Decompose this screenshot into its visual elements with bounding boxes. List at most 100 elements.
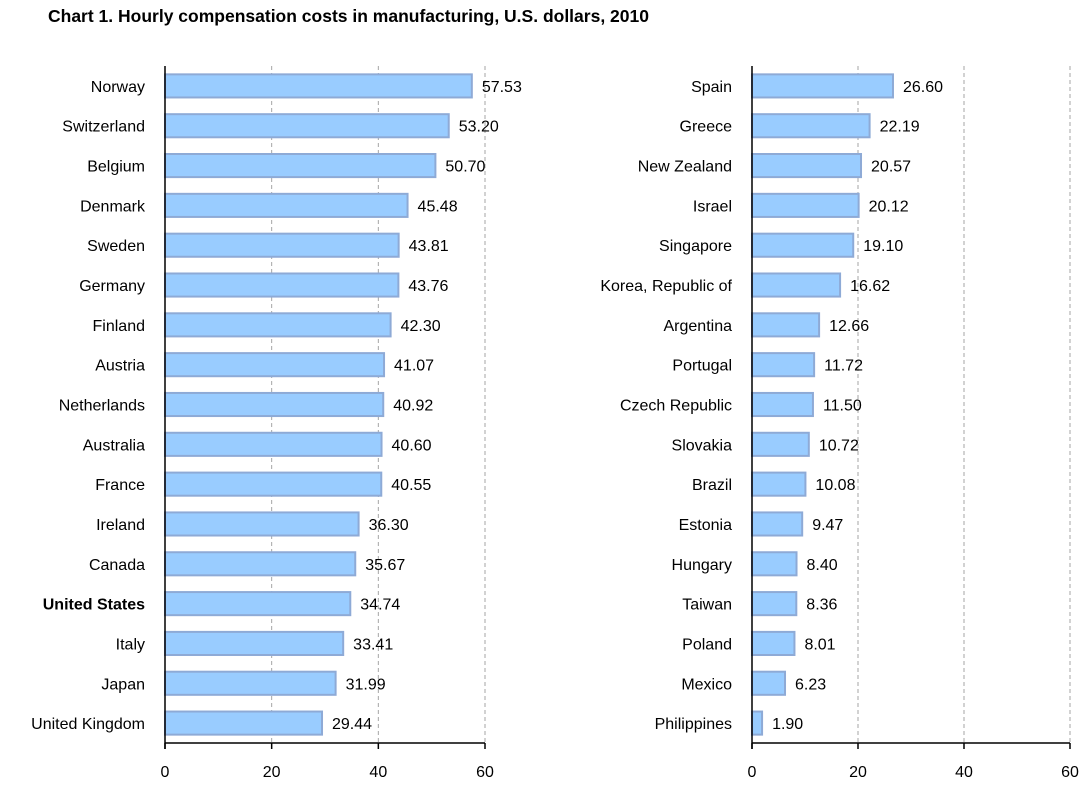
bar <box>751 471 807 497</box>
bar <box>751 312 821 338</box>
bar <box>164 192 409 218</box>
category-label: Hungary <box>672 557 732 574</box>
bar <box>751 113 871 139</box>
data-label: 20.57 <box>871 159 911 176</box>
chart-panel-left: 0 20 40 60 Norway 57.53 Switzerland 53.20 Belgiu… <box>31 66 522 781</box>
data-label: 40.60 <box>392 437 432 454</box>
bar <box>164 670 337 696</box>
chart-panel-right: 0 20 40 60 Spain 26.60 Greece 22.19 New Zealand 2… <box>600 66 1079 781</box>
bar <box>751 511 804 537</box>
x-tick-label: 0 <box>161 764 170 781</box>
category-label: United Kingdom <box>31 716 145 733</box>
category-label: Sweden <box>87 238 145 255</box>
bar <box>164 232 400 258</box>
category-label: Belgium <box>87 159 145 176</box>
bar <box>751 670 787 696</box>
data-label: 43.76 <box>408 278 448 295</box>
x-tick-label: 60 <box>1061 764 1079 781</box>
data-label: 16.62 <box>850 278 890 295</box>
x-tick-label: 20 <box>263 764 281 781</box>
category-label: Italy <box>116 636 145 653</box>
data-label: 11.50 <box>823 398 862 415</box>
bar <box>164 471 383 497</box>
category-label: Slovakia <box>672 437 733 454</box>
category-label: United States <box>43 597 145 614</box>
x-tick-label: 40 <box>369 764 387 781</box>
bar <box>751 551 798 577</box>
data-label: 45.48 <box>418 198 458 215</box>
data-label: 36.30 <box>369 517 409 534</box>
category-label: Japan <box>101 676 145 693</box>
bar <box>751 391 814 418</box>
category-label: Israel <box>693 198 732 215</box>
data-label: 31.99 <box>346 676 386 693</box>
data-label: 57.53 <box>482 79 522 96</box>
category-label: France <box>95 477 145 494</box>
bar <box>164 312 392 338</box>
category-label: Argentina <box>664 318 733 335</box>
bar <box>751 710 764 736</box>
category-label: Mexico <box>681 676 732 693</box>
bar <box>751 73 894 99</box>
data-label: 41.07 <box>394 358 434 375</box>
bar <box>751 192 860 218</box>
data-label: 10.72 <box>819 437 859 454</box>
data-label: 33.41 <box>353 636 393 653</box>
category-label: Philippines <box>655 716 732 733</box>
data-label: 50.70 <box>445 159 485 176</box>
category-label: Finland <box>93 318 145 335</box>
category-label: Germany <box>79 278 145 295</box>
data-label: 10.08 <box>815 477 855 494</box>
category-label: Austria <box>95 358 145 375</box>
data-label: 22.19 <box>880 119 920 136</box>
data-label: 19.10 <box>863 238 903 255</box>
data-label: 29.44 <box>332 716 372 733</box>
category-label: Spain <box>691 79 732 96</box>
x-tick-label: 20 <box>849 764 867 781</box>
category-label: Norway <box>91 79 145 96</box>
category-label: Estonia <box>679 517 732 534</box>
data-label: 40.92 <box>393 398 433 415</box>
data-label: 11.72 <box>824 358 863 375</box>
bar <box>164 551 357 577</box>
data-label: 9.47 <box>812 517 843 534</box>
data-label: 35.67 <box>365 557 405 574</box>
bar <box>164 391 385 418</box>
category-label: Denmark <box>80 198 146 215</box>
data-label: 43.81 <box>409 238 449 255</box>
data-label: 8.01 <box>804 636 835 653</box>
bar <box>751 153 863 179</box>
bar <box>164 113 450 139</box>
data-label: 8.40 <box>807 557 838 574</box>
category-label: Canada <box>89 557 145 574</box>
bar <box>164 272 400 298</box>
data-label: 34.74 <box>360 597 400 614</box>
x-tick-label: 0 <box>748 764 757 781</box>
bar <box>164 153 437 179</box>
bar <box>164 630 345 656</box>
bar <box>164 352 386 378</box>
data-label: 1.90 <box>772 716 803 733</box>
bar <box>751 630 796 656</box>
category-label: Brazil <box>692 477 732 494</box>
x-tick-label: 60 <box>476 764 494 781</box>
category-label: Korea, Republic of <box>600 278 732 295</box>
bar <box>164 431 383 457</box>
category-label: Czech Republic <box>620 398 732 415</box>
category-label: Greece <box>680 119 733 136</box>
data-label: 42.30 <box>401 318 441 335</box>
bar <box>751 272 842 298</box>
data-label: 6.23 <box>795 676 826 693</box>
chart-title: Chart 1. Hourly compensation costs in ma… <box>48 6 649 26</box>
bar <box>751 431 810 457</box>
category-label: Taiwan <box>682 597 732 614</box>
bar <box>751 591 798 617</box>
category-label: Portugal <box>672 358 732 375</box>
bar <box>751 352 816 378</box>
category-label: Poland <box>682 636 732 653</box>
bar <box>164 710 324 736</box>
x-tick-label: 40 <box>955 764 973 781</box>
category-label: Netherlands <box>59 398 145 415</box>
bar <box>164 511 360 537</box>
